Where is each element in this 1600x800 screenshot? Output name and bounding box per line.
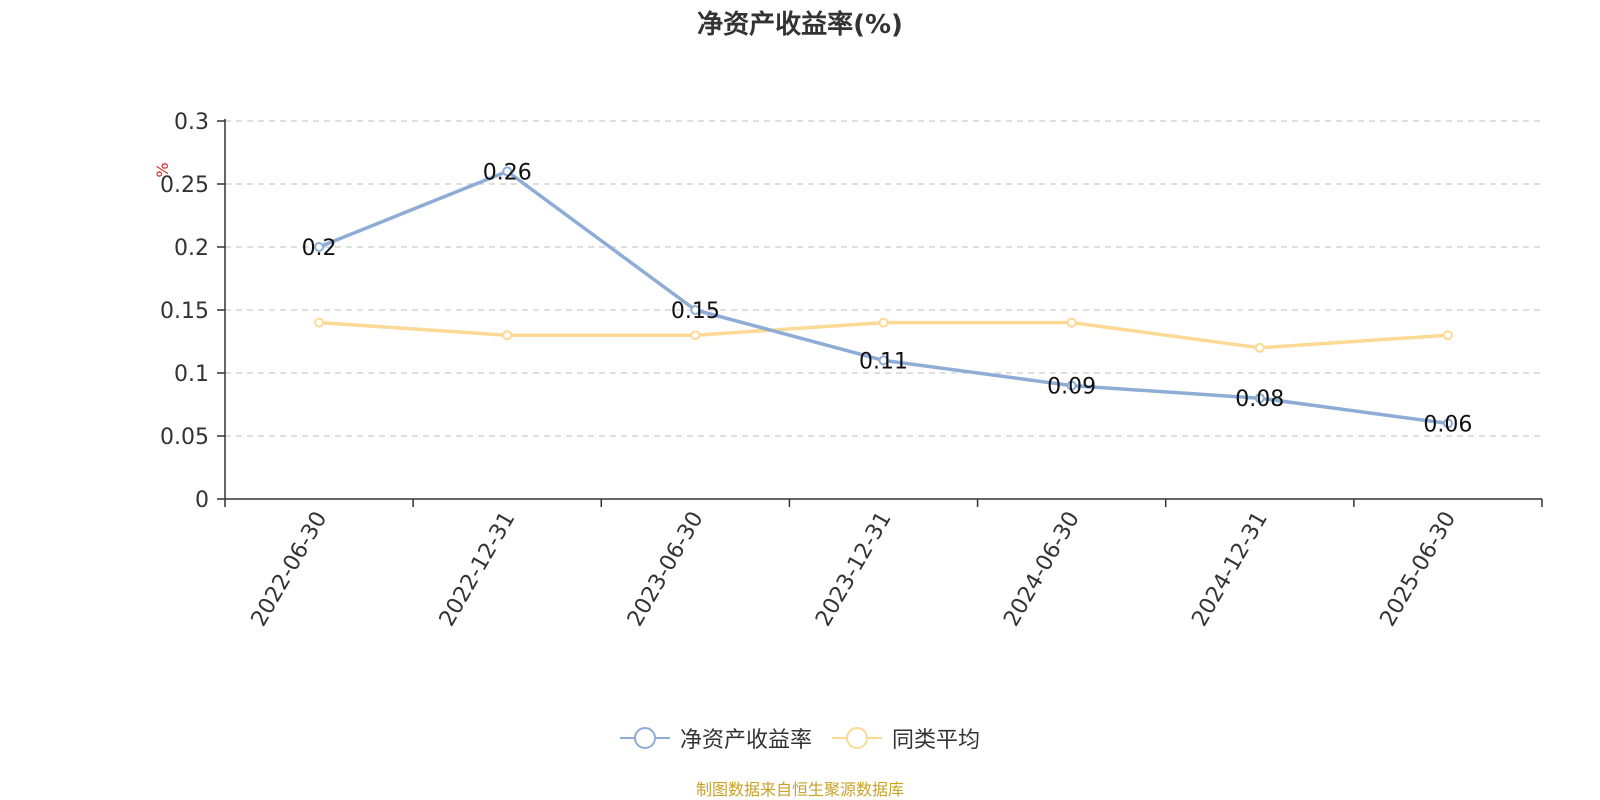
data-point-roe <box>690 305 701 315</box>
legend-item-peer-average[interactable]: 同类平均 <box>832 722 980 754</box>
data-point-roe <box>1066 380 1077 391</box>
y-tick-label: 0.1 <box>174 362 209 387</box>
legend-roe-label: 净资产收益率 <box>679 728 812 753</box>
data-point-roe <box>1442 418 1453 429</box>
data-point-peer-average <box>1254 342 1265 353</box>
x-tick-label: 2024-06-30 <box>999 508 1085 631</box>
legend-item-roe[interactable]: 净资产收益率 <box>619 722 812 754</box>
y-tick-label: 0.2 <box>174 236 209 261</box>
data-label: 0.11 <box>859 349 908 374</box>
y-tick-label: 0 <box>195 488 209 513</box>
legend-roe-symbol <box>619 727 670 749</box>
x-tick-label: 2023-06-30 <box>623 508 709 631</box>
data-label: 0.2 <box>302 236 337 261</box>
data-label: 0.09 <box>1047 375 1096 400</box>
chart-legend: 净资产收益率 同类平均 <box>0 722 1600 754</box>
series-line-roe <box>317 169 1450 426</box>
x-tick-label: 2022-12-31 <box>435 508 521 631</box>
data-point-roe <box>502 166 513 177</box>
y-axis-label: % <box>153 162 172 177</box>
data-point-peer-average <box>314 317 325 328</box>
data-point-peer-average <box>1442 330 1453 341</box>
data-point-peer-average <box>878 317 889 328</box>
data-label: 0.26 <box>483 160 532 185</box>
legend-peer-label: 同类平均 <box>892 728 981 753</box>
data-label: 0.08 <box>1235 387 1284 412</box>
data-label: 0.15 <box>671 299 720 324</box>
x-tick-label: 2023-12-31 <box>811 508 897 631</box>
y-tick-label: 0.25 <box>160 173 209 198</box>
x-tick-label: 2024-12-31 <box>1187 508 1273 631</box>
data-point-peer-average <box>502 330 513 341</box>
x-tick-label: 2025-06-30 <box>1376 508 1462 631</box>
data-point-peer-average <box>690 330 701 341</box>
x-tick-label: 2022-06-30 <box>247 508 333 631</box>
data-point-peer-average <box>1066 317 1077 328</box>
data-label: 0.06 <box>1423 412 1472 437</box>
data-point-roe <box>314 242 325 252</box>
y-tick-label: 0.05 <box>160 425 209 450</box>
y-tick-label: 0.3 <box>174 110 209 135</box>
data-point-roe <box>1254 393 1265 404</box>
data-source-note: 制图数据来自恒生聚源数据库 <box>695 780 904 799</box>
legend-peer-symbol <box>832 727 882 749</box>
chart-title: 净资产收益率(%) <box>697 10 903 40</box>
y-tick-label: 0.15 <box>160 299 209 324</box>
data-point-roe <box>878 355 889 366</box>
